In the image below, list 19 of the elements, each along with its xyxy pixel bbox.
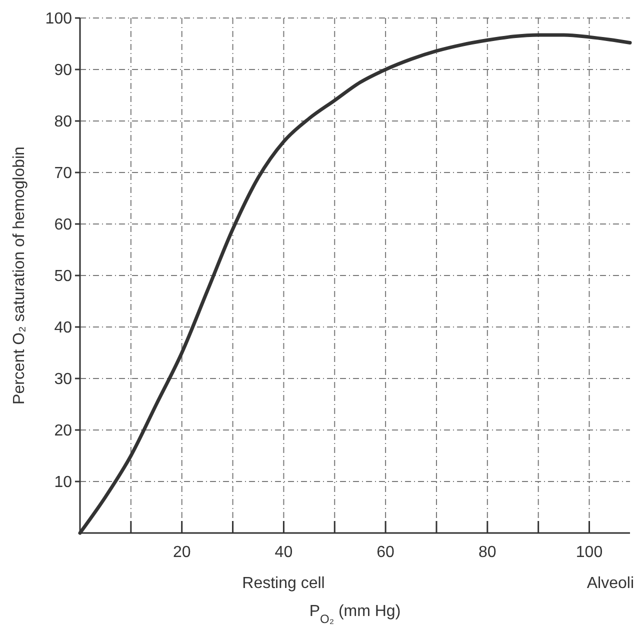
y-axis-title: Percent O₂ saturation of hemoglobin [11, 146, 28, 404]
y-tick-label: 50 [54, 268, 72, 286]
y-tick-label: 30 [54, 371, 72, 388]
y-tick-label: 60 [54, 216, 72, 234]
x-tick-label: 40 [274, 544, 293, 561]
y-tick-label: 10 [54, 474, 72, 492]
text: Alveoli [586, 575, 634, 592]
y-tick-label: 100 [45, 10, 72, 28]
y-tick-label: 70 [54, 165, 72, 182]
x-axis-title: P$_{O₂}$ (mm Hg) [309, 603, 401, 626]
x-tick-label: 80 [478, 544, 496, 561]
y-tick-label: 90 [54, 62, 72, 80]
y-tick-label: 40 [54, 320, 72, 337]
text: Resting cell [242, 575, 325, 592]
y-tick-label: 20 [54, 422, 72, 440]
x-tick-label: 100 [576, 544, 603, 561]
x-tick-label: 20 [172, 544, 191, 561]
x-tick-label: 60 [376, 544, 395, 561]
y-tick-label: 80 [54, 114, 72, 131]
